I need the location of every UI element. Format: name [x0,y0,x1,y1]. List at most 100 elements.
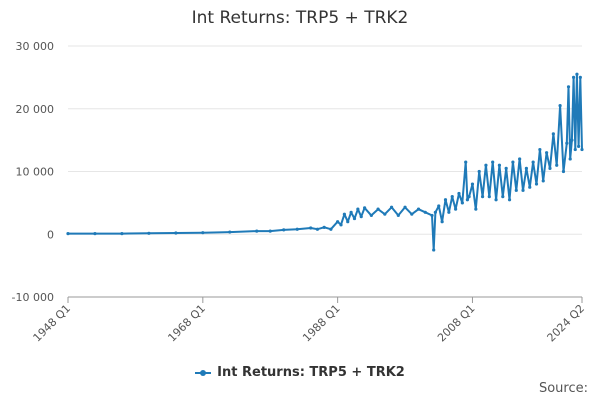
data-point[interactable] [437,204,441,208]
data-point[interactable] [528,185,532,189]
data-point[interactable] [369,213,373,218]
data-point[interactable] [561,169,566,174]
data-point[interactable] [309,226,313,230]
chart-title: Int Returns: TRP5 + TRK2 [191,8,409,28]
data-point[interactable] [465,198,470,202]
series-layer [66,72,584,252]
data-point[interactable] [315,227,320,231]
data-point[interactable] [389,205,394,209]
data-point[interactable] [487,195,491,199]
data-point[interactable] [541,179,545,183]
data-point[interactable] [575,72,579,76]
data-point[interactable] [346,220,350,224]
y-tick-label: -10 000 [12,291,54,304]
data-point[interactable] [423,210,427,214]
data-point[interactable] [329,227,333,231]
x-tick-label: 1948 Q1 [31,302,74,345]
data-point[interactable] [349,210,353,214]
data-point[interactable] [228,230,232,234]
data-point[interactable] [577,144,581,148]
data-point[interactable] [534,182,539,186]
data-point[interactable] [484,163,488,167]
data-point[interactable] [555,163,559,167]
data-point[interactable] [491,160,495,164]
data-point[interactable] [501,195,505,199]
data-point[interactable] [433,210,437,214]
data-point[interactable] [255,229,259,233]
data-point[interactable] [443,198,448,202]
data-point[interactable] [376,207,380,211]
data-point[interactable] [518,157,522,161]
y-axis-tick-labels: -10 000 0 10 000 20 000 30 000 [12,40,54,304]
data-point[interactable] [268,229,272,233]
data-point[interactable] [403,205,407,209]
data-point[interactable] [447,210,451,214]
data-point[interactable] [430,213,434,218]
data-point[interactable] [474,207,478,211]
data-point[interactable] [295,227,299,231]
legend-swatch [195,369,212,376]
data-point[interactable] [521,188,525,192]
data-point[interactable] [359,215,363,219]
data-point[interactable] [410,212,414,216]
data-point[interactable] [450,195,454,199]
data-point[interactable] [558,104,562,108]
data-point[interactable] [322,225,326,229]
series-line [68,73,583,251]
data-point[interactable] [93,232,97,236]
data-point[interactable] [454,207,458,211]
data-point[interactable] [147,231,151,235]
data-point[interactable] [578,75,582,79]
data-point[interactable] [440,220,444,224]
data-point[interactable] [432,248,436,252]
data-point[interactable] [66,232,70,236]
data-point[interactable] [568,157,572,161]
data-point[interactable] [573,147,577,152]
data-point[interactable] [524,166,528,170]
data-point[interactable] [497,163,502,167]
data-point[interactable] [342,212,346,216]
data-point[interactable] [494,198,498,202]
x-tick-label: 2024 Q2 [545,302,588,345]
data-point[interactable] [282,228,286,232]
data-point[interactable] [477,169,481,174]
data-point[interactable] [480,195,485,199]
data-point[interactable] [174,231,178,235]
data-point[interactable] [566,85,571,89]
legend[interactable]: Int Returns: TRP5 + TRK2 [0,365,600,380]
data-point[interactable] [120,232,124,236]
data-point[interactable] [504,166,508,170]
data-point[interactable] [416,207,421,211]
data-point[interactable] [531,160,535,164]
data-point[interactable] [467,195,471,199]
data-point[interactable] [464,160,468,164]
y-tick-label: 10 000 [16,166,55,179]
data-point[interactable] [363,206,367,210]
data-point[interactable] [457,191,461,196]
data-point[interactable] [201,231,205,235]
data-point[interactable] [470,182,475,186]
y-tick-label: 30 000 [16,40,55,53]
data-point[interactable] [396,213,400,218]
data-point[interactable] [545,151,549,155]
data-point[interactable] [460,201,464,205]
data-point[interactable] [352,216,357,221]
data-point[interactable] [548,166,552,170]
data-point[interactable] [514,188,518,192]
data-point[interactable] [565,141,569,145]
data-point[interactable] [580,147,584,152]
data-point[interactable] [336,220,340,224]
data-point[interactable] [551,132,555,136]
data-point[interactable] [570,138,574,142]
data-point[interactable] [511,160,515,164]
data-point[interactable] [538,147,542,152]
y-tick-label: 20 000 [16,103,55,116]
data-point[interactable] [339,223,343,227]
data-point[interactable] [356,207,360,211]
y-tick-label: 0 [47,228,54,241]
data-point[interactable] [571,75,576,79]
data-point[interactable] [507,198,512,202]
data-point[interactable] [383,212,387,216]
x-tick-label: 2008 Q1 [435,302,478,345]
